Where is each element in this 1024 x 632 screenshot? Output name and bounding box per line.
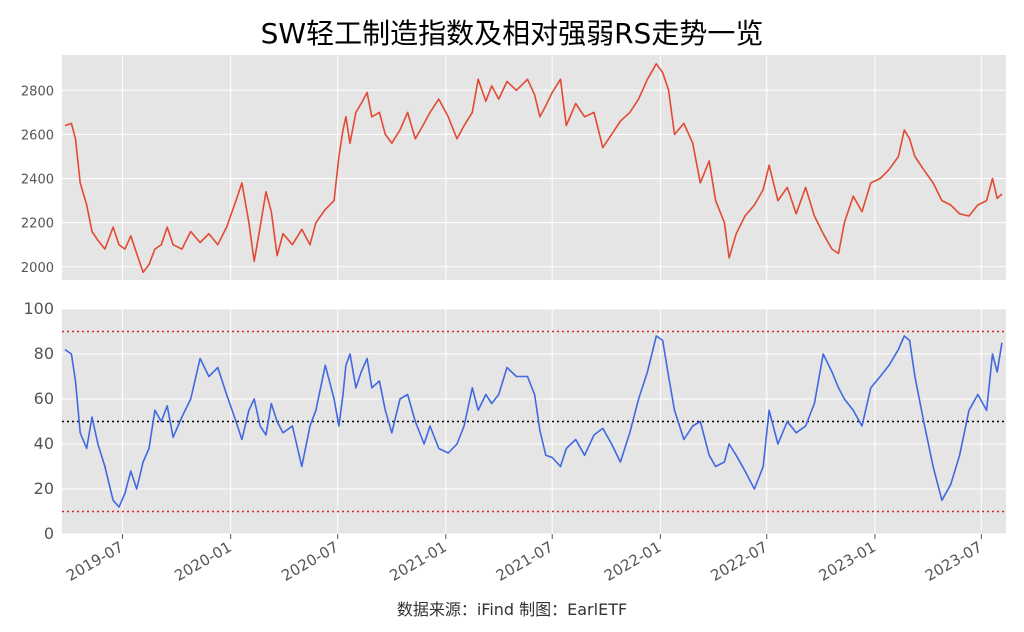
rs-series-line xyxy=(64,335,1003,508)
y-tick-label: 0 xyxy=(44,524,54,543)
y-tick-label: 2400 xyxy=(21,173,54,188)
chart-title: SW轻工制造指数及相对强弱RS走势一览 xyxy=(260,17,764,50)
x-tick-label: 2021-01 xyxy=(387,538,450,585)
y-tick-label: 40 xyxy=(34,434,54,453)
x-tick-label: 2022-07 xyxy=(707,538,770,585)
y-tick-label: 2200 xyxy=(21,217,54,232)
x-tick-label: 2021-07 xyxy=(493,538,556,585)
y-tick-label: 100 xyxy=(23,299,54,318)
rs-panel: 0 20 40 60 80 100 2019-07 2020-01 2020-07 2021-01… xyxy=(23,299,1006,585)
y-tick-label: 2800 xyxy=(21,84,54,99)
x-tick-label: 2019-07 xyxy=(63,538,126,585)
y-tick-label: 20 xyxy=(34,479,54,498)
x-tick-label: 2023-07 xyxy=(922,538,985,585)
plot-background xyxy=(62,55,1006,280)
y-tick-label: 80 xyxy=(34,344,54,363)
y-tick-label: 60 xyxy=(34,389,54,408)
x-tick-label: 2020-01 xyxy=(171,538,234,585)
index-panel: 2000 2200 2400 2600 2800 xyxy=(21,55,1006,280)
x-tick-label: 2023-01 xyxy=(816,538,879,585)
x-tick-label: 2022-01 xyxy=(601,538,664,585)
data-source-note: 数据来源：iFind 制图：EarlETF xyxy=(396,600,628,619)
x-tick-label: 2020-07 xyxy=(278,538,341,585)
y-tick-label: 2600 xyxy=(21,128,54,143)
index-series-line xyxy=(64,63,1003,274)
y-tick-label: 2000 xyxy=(21,261,54,276)
